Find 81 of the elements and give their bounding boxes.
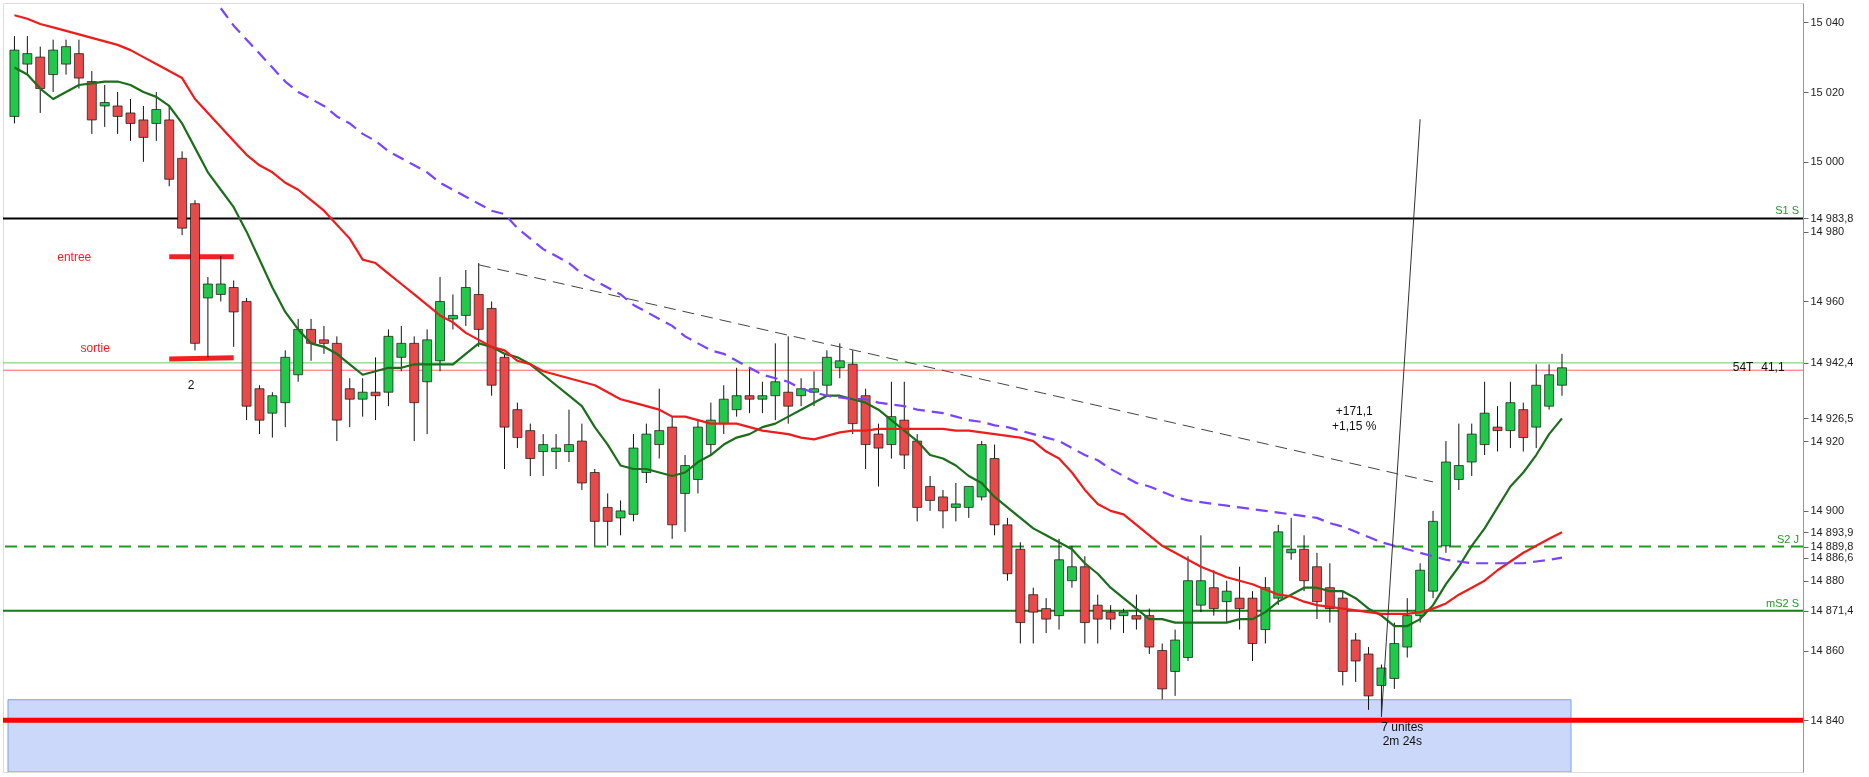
candlestick	[1118, 608, 1129, 634]
candlestick	[938, 489, 948, 529]
y-tick-label: 15 040	[1810, 15, 1845, 28]
y-tick-label: 14 983,8	[1810, 211, 1854, 224]
candlestick	[1105, 604, 1116, 631]
candlestick	[448, 293, 458, 330]
candlestick	[615, 499, 626, 536]
candlestick	[602, 492, 613, 547]
candlestick	[951, 482, 961, 522]
line-series	[219, 7, 1564, 565]
annotation: +171,1	[1335, 404, 1374, 419]
candlestick	[1221, 580, 1232, 624]
candlestick	[1092, 594, 1103, 645]
candlestick	[1234, 566, 1245, 631]
candlestick	[112, 91, 123, 135]
y-tick-label: 15 000	[1810, 155, 1845, 168]
y-tick-label: 14 880	[1810, 574, 1845, 587]
y-tick-label: 14 926,5	[1810, 411, 1854, 424]
ref-line-label: mS2 S	[1765, 596, 1799, 609]
candlestick	[370, 356, 381, 421]
y-tick-label: 14 900	[1810, 504, 1845, 517]
candlestick	[125, 98, 136, 142]
text: 41,1	[1761, 360, 1785, 375]
y-tick-label: 14 942,4	[1810, 356, 1854, 369]
candlestick	[61, 39, 71, 76]
candlestick	[319, 325, 329, 355]
candlestick	[396, 325, 407, 372]
candlestick	[357, 377, 368, 418]
candlestick	[551, 433, 561, 470]
candlestick	[564, 409, 574, 463]
candlestick	[1208, 569, 1219, 617]
candlestick	[744, 367, 755, 414]
annotation: 2	[187, 377, 195, 392]
y-tick-label: 14 960	[1810, 294, 1845, 307]
candlestick	[1492, 405, 1503, 453]
y-tick-label: 14 893,9	[1810, 525, 1854, 538]
candlestick	[1067, 545, 1077, 589]
y-tick-label: 14 889,8	[1810, 540, 1854, 552]
text: 54T	[1732, 360, 1755, 375]
candlestick	[1557, 353, 1567, 397]
candlestick	[873, 423, 884, 487]
candlestick	[538, 433, 549, 477]
y-tick-label: 14 840	[1810, 713, 1845, 726]
candlestick	[99, 84, 110, 128]
y-tick-label: 14 920	[1810, 434, 1845, 447]
candlestick	[306, 318, 316, 362]
candlestick	[215, 255, 226, 302]
candlestick	[809, 370, 819, 407]
candlestick	[963, 485, 974, 519]
candlestick	[138, 105, 149, 163]
y-tick-label: 14 886,6	[1810, 551, 1854, 564]
ref-line-label: S1 S	[1775, 204, 1799, 217]
ref-line-label: S2 J	[1776, 532, 1799, 545]
candlestick	[267, 391, 278, 439]
candlestick	[1286, 517, 1297, 561]
annotation: sortie	[80, 341, 111, 356]
y-tick-label: 14 860	[1810, 644, 1845, 657]
candlestick	[925, 475, 935, 512]
y-tick-label: 14 871,4	[1810, 604, 1854, 617]
candlestick	[654, 388, 665, 460]
candlestick	[1350, 632, 1361, 683]
y-tick-label: 15 020	[1810, 85, 1845, 98]
candlestick	[834, 342, 845, 379]
annotation: +1,15 %	[1332, 419, 1377, 434]
candlestick	[1131, 594, 1142, 631]
annotation: entree	[57, 249, 92, 264]
annotation: 7 unites	[1381, 719, 1424, 734]
candlestick	[796, 377, 806, 407]
candlestick	[770, 342, 781, 421]
candlestick	[22, 35, 33, 76]
y-tick-label: 14 980	[1810, 225, 1845, 238]
candlestick	[757, 381, 768, 414]
candlestick	[203, 276, 213, 358]
candlestick	[1041, 597, 1051, 634]
candlestick	[1028, 587, 1039, 645]
candlestick	[731, 367, 742, 418]
candlestick	[783, 335, 794, 425]
candlestick	[1453, 423, 1464, 491]
candlestick	[344, 377, 355, 428]
candlestick	[151, 91, 162, 142]
annotation: 2m 24s	[1382, 733, 1422, 748]
